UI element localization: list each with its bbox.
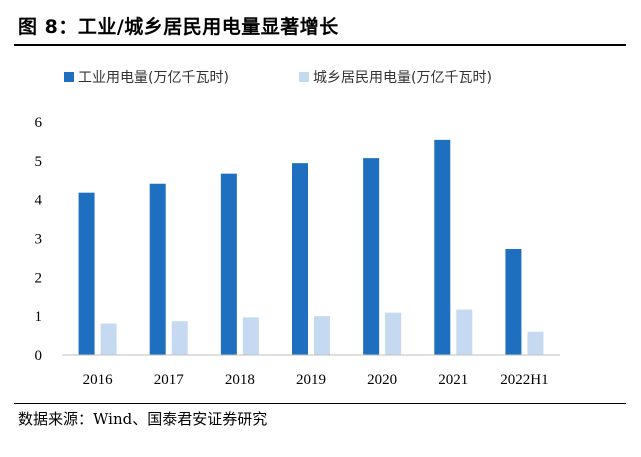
title-rule [14,44,626,46]
x-axis: 2016 2017 2018 2019 2020 2021 2022H1 [83,372,549,388]
bar-residential-2018 [242,317,259,355]
y-tick-label: 6 [35,115,43,131]
bar-industrial-2016 [78,192,95,355]
x-tick-label: 2021 [438,372,468,388]
y-tick-label: 0 [35,348,43,364]
legend-label: 工业用电量(万亿千瓦时) [78,70,229,86]
y-tick-label: 2 [35,270,43,286]
y-tick-label: 3 [35,232,43,248]
x-tick-label: 2017 [154,372,185,388]
bar-residential-2021 [456,309,473,355]
y-tick-label: 1 [35,309,43,325]
bar-residential-2017 [171,321,188,355]
x-tick-label: 2019 [296,372,326,388]
x-tick-label: 2020 [367,372,397,388]
bar-industrial-2022H1 [505,248,522,355]
y-tick-label: 4 [35,193,43,209]
legend: 工业用电量(万亿千瓦时) 城乡居民用电量(万亿千瓦时) [64,70,492,86]
figure-title: 图 8：工业/城乡居民用电量显著增长 [18,16,339,38]
legend-swatch [299,72,309,82]
bar-residential-2022H1 [527,331,544,355]
bar-residential-2016 [100,323,117,355]
source-note: 数据来源：Wind、国泰君安证券研究 [18,410,268,428]
bar-industrial-2020 [363,158,380,355]
bar-residential-2020 [385,312,402,355]
bar-residential-2019 [314,316,330,355]
source-rule [14,403,626,404]
legend-label: 城乡居民用电量(万亿千瓦时) [313,70,492,86]
bar-industrial-2021 [434,139,451,355]
legend-swatch [64,72,74,82]
x-tick-label: 2018 [225,372,255,388]
x-tick-label: 2022H1 [500,372,548,388]
x-tick-label: 2016 [83,372,114,388]
bar-industrial-2019 [292,163,308,355]
bars [78,139,544,355]
y-tick-label: 5 [35,154,43,170]
bar-industrial-2017 [149,183,166,355]
y-axis: 0 1 2 3 4 5 6 [35,115,43,364]
bar-industrial-2018 [220,173,237,355]
